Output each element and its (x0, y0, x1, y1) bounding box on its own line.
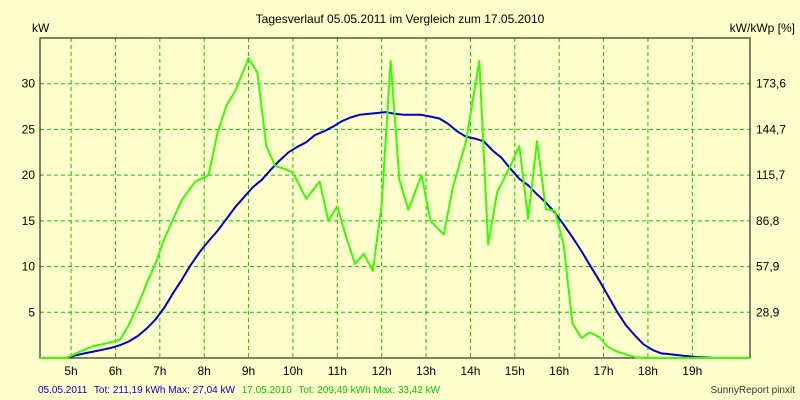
chart-title: Tagesverlauf 05.05.2011 im Vergleich zum… (256, 12, 545, 26)
y-tick-label-right: 28,9 (756, 305, 780, 319)
y-tick-label-right: 173,6 (756, 77, 786, 91)
x-tick-label: 6h (109, 364, 122, 378)
series-line-2 (40, 57, 750, 359)
y-tick-label-right: 86,8 (756, 214, 780, 228)
x-tick-label: 13h (416, 364, 436, 378)
x-tick-label: 7h (153, 364, 166, 378)
legend-series-2-stats: Tot: 209,49 kWh Max: 33,42 kW (298, 385, 440, 396)
y-tick-label-right: 57,9 (756, 260, 780, 274)
footer-brand: SunnyReport pinxit (711, 385, 796, 396)
y-tick-label-left: 5 (28, 305, 35, 319)
y-tick-label-left: 30 (22, 77, 36, 91)
x-tick-label: 18h (638, 364, 658, 378)
x-tick-label: 15h (505, 364, 525, 378)
x-tick-label: 17h (594, 364, 614, 378)
y-tick-label-right: 144,7 (756, 122, 786, 136)
x-tick-label: 19h (682, 364, 702, 378)
series-line-1 (40, 111, 750, 359)
legend-series-1-name: 05.05.2011 (38, 385, 88, 396)
x-tick-label: 8h (198, 364, 211, 378)
y-axis-left-unit: kW (32, 21, 50, 35)
legend: 05.05.2011 Tot: 211,19 kWh Max: 27,04 kW… (38, 385, 441, 396)
x-tick-label: 14h (460, 364, 480, 378)
y-tick-label-left: 10 (22, 260, 36, 274)
series-layer (40, 57, 750, 359)
y-axis-right-unit: kW/kWp [%] (730, 21, 795, 35)
grid (40, 38, 750, 358)
tick-labels: 5 28,9 10 57,9 15 86,8 20 115,7 25 144,7 30 173,6 5h… (22, 77, 787, 378)
legend-series-2-name: 17.05.2010 (242, 385, 292, 396)
x-tick-label: 9h (242, 364, 255, 378)
y-tick-label-left: 15 (22, 214, 36, 228)
x-tick-label: 10h (283, 364, 303, 378)
y-tick-label-right: 115,7 (756, 168, 785, 182)
y-tick-label-left: 25 (22, 122, 36, 136)
x-tick-label: 12h (372, 364, 392, 378)
legend-series-1-stats: Tot: 211,19 kWh Max: 27,04 kW (94, 385, 236, 396)
x-tick-label: 11h (328, 364, 347, 378)
x-tick-label: 5h (64, 364, 77, 378)
plot-frame (39, 37, 751, 359)
y-tick-label-left: 20 (22, 168, 36, 182)
x-tick-label: 16h (549, 364, 569, 378)
